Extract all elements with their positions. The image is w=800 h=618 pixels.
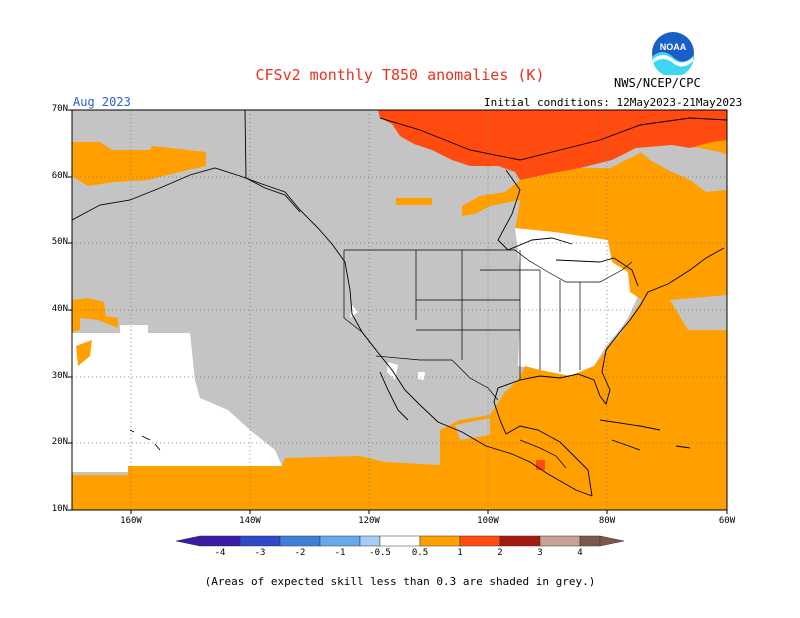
colorbar-label: -3 (254, 548, 266, 558)
colorbar-swatch-minus05 (359, 535, 381, 547)
axis-ticks (68, 109, 728, 514)
lat-label: 60N (51, 171, 68, 181)
colorbar-swatch-2 (499, 535, 541, 547)
colorbar-swatch-3 (539, 535, 581, 547)
eastern-us-neutral-region (515, 228, 640, 376)
colorbar-swatch-neutral (379, 535, 421, 547)
lat-label: 40N (51, 304, 68, 314)
colorbar-label: 4 (577, 548, 583, 558)
initial-conditions: Initial conditions: 12May2023-21May2023 (484, 96, 743, 109)
lat-label: 20N (51, 437, 68, 447)
pacific-neutral-region (72, 325, 282, 472)
colorbar-swatch-05 (419, 535, 461, 547)
lat-label: 70N (51, 104, 68, 114)
colorbar-swatch-4 (579, 535, 601, 547)
forecast-month: Aug 2023 (73, 95, 131, 109)
lon-label: 60W (718, 516, 736, 526)
canada-warm-region (378, 110, 727, 330)
lon-label: 80W (598, 516, 616, 526)
coastlines (72, 110, 727, 497)
colorbar-label: 2 (497, 548, 503, 558)
political-borders (343, 249, 633, 469)
colorbar-label: -0.5 (369, 548, 391, 558)
chart-title: CFSv2 monthly T850 anomalies (K) (255, 66, 545, 84)
colorbar-swatch-minus4 (199, 535, 241, 547)
colorbar-swatch-minus1 (319, 535, 361, 547)
lon-label: 120W (358, 516, 380, 526)
colorbar-label: -2 (294, 548, 306, 558)
pacific-warm-patch (72, 298, 118, 332)
southern-warm-region (72, 290, 727, 510)
organization-label: NWS/NCEP/CPC (614, 76, 701, 90)
arctic-strong-warm-region (378, 110, 727, 180)
skill-note: (Areas of expected skill less than 0.3 a… (204, 575, 596, 588)
alaska-warm-region (72, 142, 206, 186)
lat-label: 50N (51, 237, 68, 247)
lon-label: 100W (477, 516, 499, 526)
colorbar (175, 535, 625, 547)
colorbar-label: -4 (214, 548, 226, 558)
lat-label: 30N (51, 371, 68, 381)
colorbar-label: 1 (457, 548, 463, 558)
colorbar-label: -1 (334, 548, 346, 558)
lon-label: 160W (120, 516, 142, 526)
noaa-logo-icon: NOAA (652, 32, 695, 75)
colorbar-swatch-below-minus4 (175, 535, 201, 547)
svg-text:NOAA: NOAA (660, 42, 687, 52)
colorbar-swatch-above-4 (599, 535, 625, 547)
graticule (72, 110, 727, 510)
colorbar-swatch-minus2 (279, 535, 321, 547)
colorbar-label: 0.5 (411, 548, 429, 558)
colorbar-swatch-minus3 (239, 535, 281, 547)
colorbar-swatch-1 (459, 535, 501, 547)
lon-label: 140W (239, 516, 261, 526)
colorbar-label: 3 (537, 548, 543, 558)
lat-label: 10N (51, 504, 68, 514)
